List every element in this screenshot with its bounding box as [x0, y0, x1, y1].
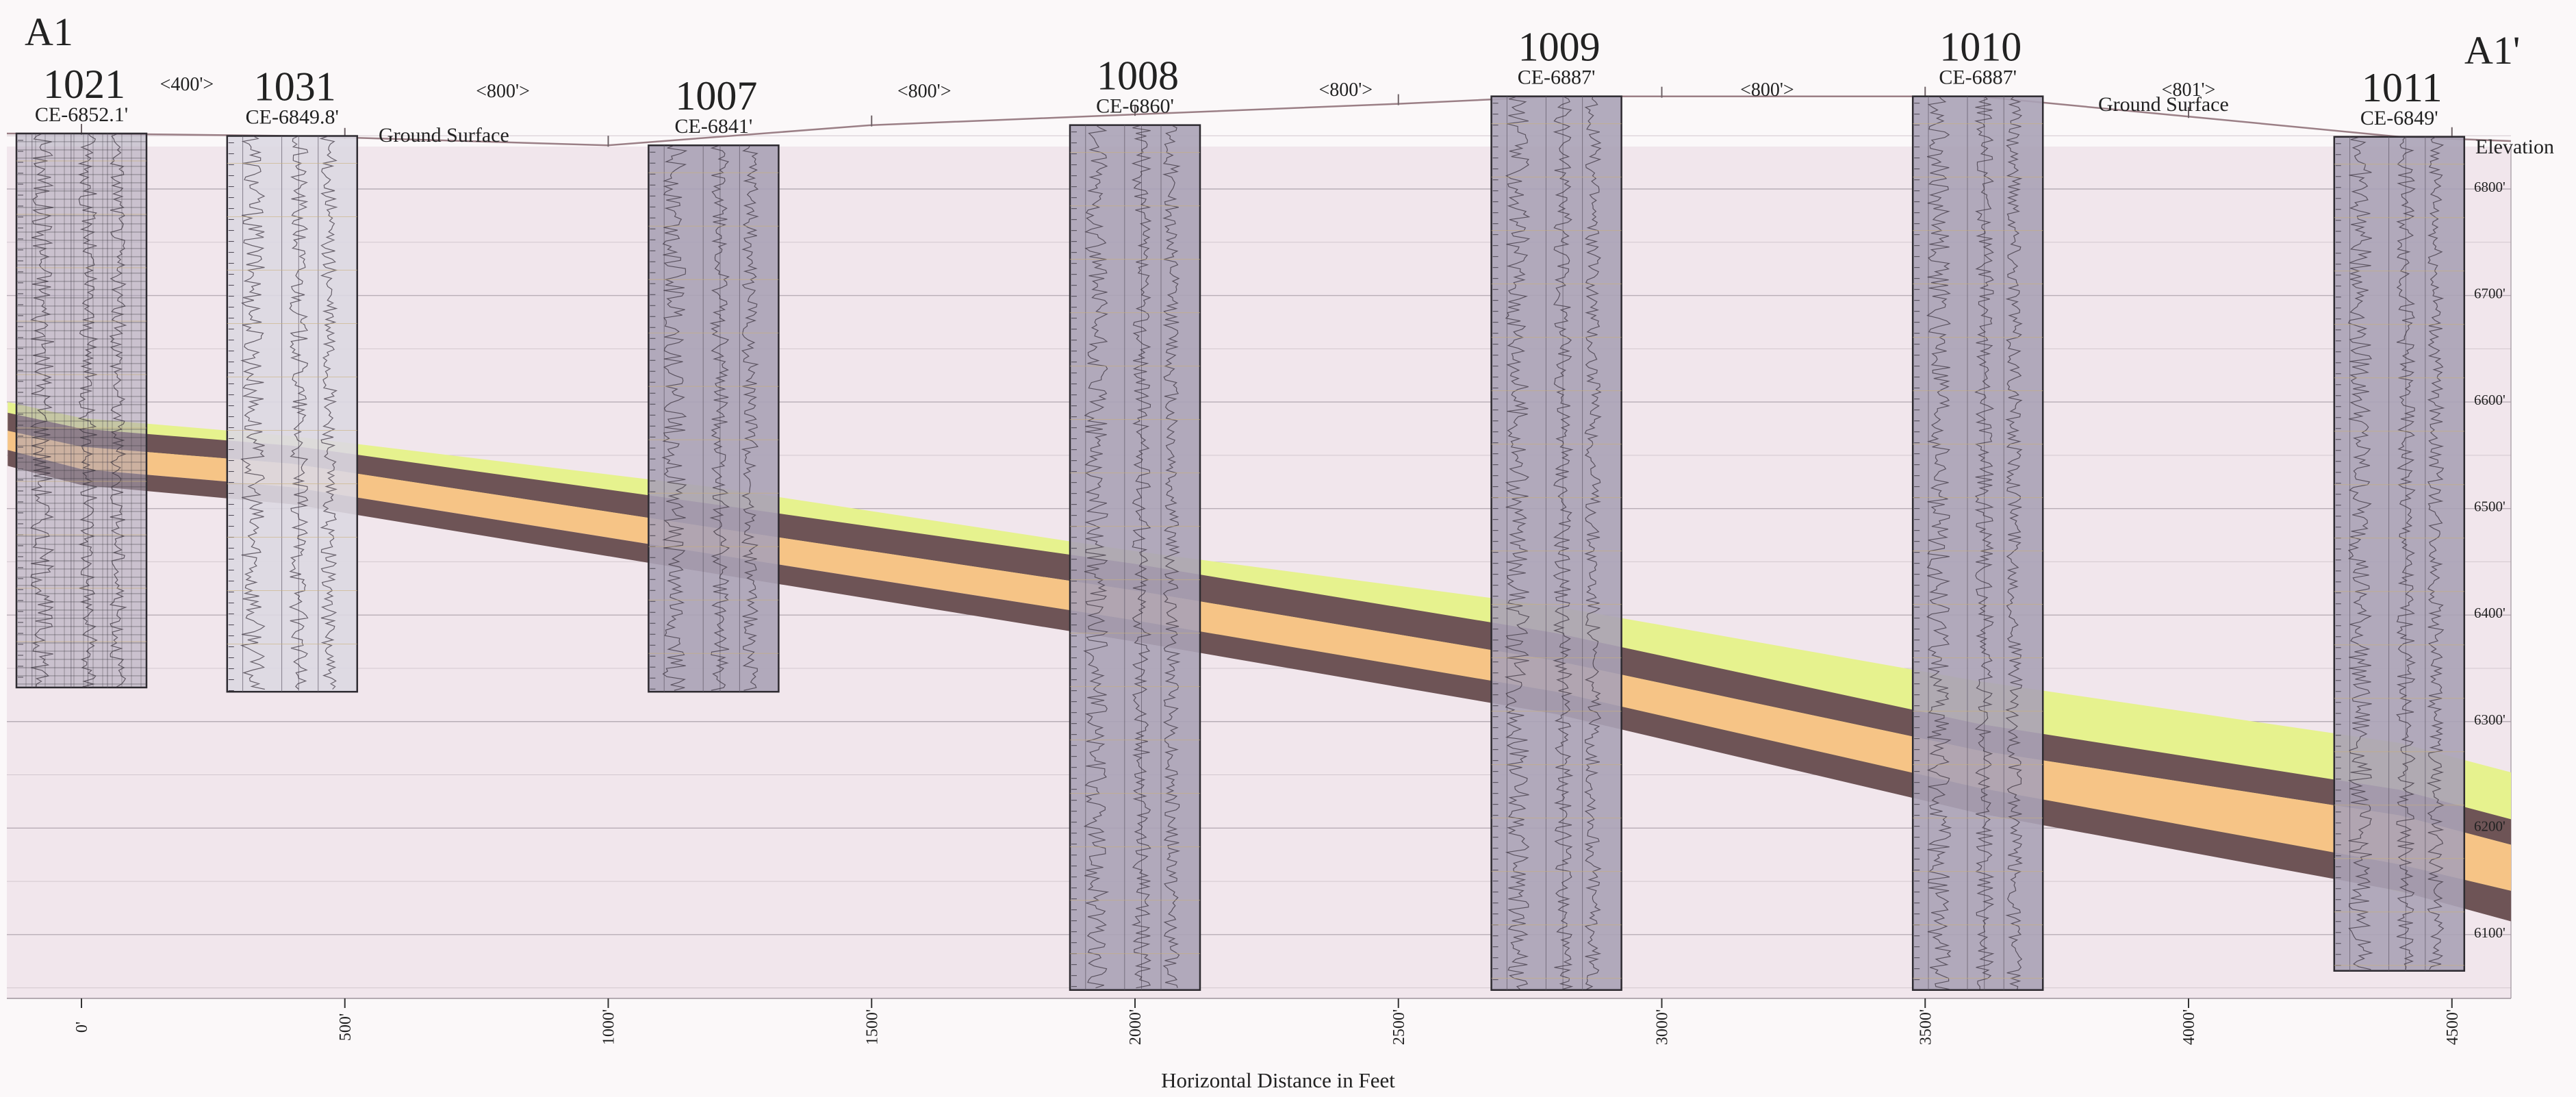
well-id-label: 1008 — [1097, 53, 1179, 99]
well-log-1010 — [1911, 95, 2044, 991]
log-curve — [319, 135, 338, 690]
spacing-label: <800'> — [476, 81, 530, 102]
log-curve — [661, 144, 688, 691]
elevation-axis-label: Elevation — [2475, 136, 2554, 158]
log-curve — [1584, 96, 1602, 990]
well-log-1007 — [648, 144, 780, 693]
log-curve — [1162, 125, 1181, 988]
log-curve — [2395, 136, 2416, 970]
distance-tick-label: 2500' — [1390, 1009, 1408, 1045]
log-panel — [15, 132, 148, 689]
spacing-label: <800'> — [897, 81, 952, 102]
well-id-label: 1011 — [2362, 65, 2443, 110]
section-end-label: A1' — [2464, 28, 2520, 73]
well-id-label: 1021 — [43, 62, 125, 107]
well-log-1021 — [15, 132, 148, 689]
well-log-1009 — [1490, 95, 1622, 991]
distance-tick-label: 1000' — [600, 1009, 618, 1045]
x-axis-title: Horizontal Distance in Feet — [1161, 1068, 1395, 1092]
distance-axis: 0' 500' 1000' 1500' 2000' 2500' 3000' 3500' 4000… — [73, 998, 2462, 1045]
elevation-tick-label: 6600' — [2474, 392, 2505, 408]
log-curve — [1926, 96, 1952, 990]
distance-tick-label: 4500' — [2444, 1009, 2462, 1045]
log-curve — [1974, 96, 1995, 989]
elevation-tick-label: 6500' — [2474, 499, 2505, 515]
elevation-tick-label: 6700' — [2474, 286, 2505, 302]
log-curve — [1504, 96, 1531, 990]
log-curve — [288, 135, 309, 690]
spacing-label: <800'> — [1318, 79, 1373, 101]
well-id-label: 1010 — [1939, 25, 2022, 70]
log-curve — [709, 144, 730, 691]
well-log-1008 — [1069, 124, 1201, 991]
spacing-label: <801'> — [2162, 79, 2216, 101]
well-elevation-label: CE-6841' — [675, 115, 753, 138]
elevation-tick-label: 6300' — [2474, 711, 2505, 728]
log-curve — [29, 133, 55, 688]
spacing-label: <800'> — [1740, 79, 1794, 101]
well-elevation-label: CE-6887' — [1518, 66, 1596, 89]
elevation-tick-label: 6800' — [2474, 179, 2505, 195]
well-elevation-label: CE-6887' — [1939, 66, 2017, 89]
well-elevation-label: CE-6849' — [2360, 107, 2438, 129]
log-curve — [741, 144, 759, 691]
distance-tick-label: 4000' — [2180, 1009, 2198, 1045]
well-elevation-label: CE-6852.1' — [35, 103, 128, 126]
distance-tick-label: 1500' — [863, 1009, 881, 1045]
well-spacing-labels: <400'> <800'> <800'> <800'> <800'> <801'> — [160, 74, 2216, 102]
well-id-label: 1009 — [1518, 25, 1601, 70]
distance-tick-label: 3000' — [1654, 1009, 1672, 1045]
elevation-tick-label: 6100' — [2474, 924, 2505, 941]
log-panel — [2333, 136, 2466, 972]
distance-tick-label: 2000' — [1127, 1009, 1145, 1045]
log-curve — [1553, 96, 1574, 990]
ground-surface-label-left: Ground Surface — [379, 124, 509, 147]
log-curve — [2347, 136, 2373, 970]
log-curve — [240, 135, 266, 690]
log-curve — [1083, 125, 1110, 989]
distance-tick-label: 0' — [73, 1022, 91, 1033]
elevation-tick-label: 6400' — [2474, 605, 2505, 621]
elevation-tick-label: 6200' — [2474, 818, 2505, 834]
log-curve — [109, 133, 127, 688]
log-curve — [2005, 96, 2024, 989]
distance-tick-label: 3500' — [1917, 1009, 1935, 1045]
well-logs — [15, 95, 2466, 991]
well-elevation-label: CE-6849.8' — [246, 106, 339, 129]
log-curve — [2426, 136, 2445, 970]
log-curve — [1131, 125, 1152, 989]
log-curve — [77, 133, 99, 688]
well-id-label: 1031 — [254, 64, 336, 110]
well-log-1031 — [226, 135, 359, 693]
spacing-label: <400'> — [160, 74, 214, 95]
distance-tick-label: 500' — [337, 1013, 355, 1041]
section-start-label: A1 — [25, 10, 73, 54]
ground-surface-label-right: Ground Surface — [2098, 93, 2229, 116]
well-elevation-label: CE-6860' — [1096, 95, 1174, 118]
elevation-tick-labels: 6800' 6700' 6600' 6500' 6400' 6300' 6200' 6100' — [2474, 179, 2505, 941]
well-id-label: 1007 — [675, 73, 757, 118]
well-log-1011 — [2333, 136, 2466, 972]
